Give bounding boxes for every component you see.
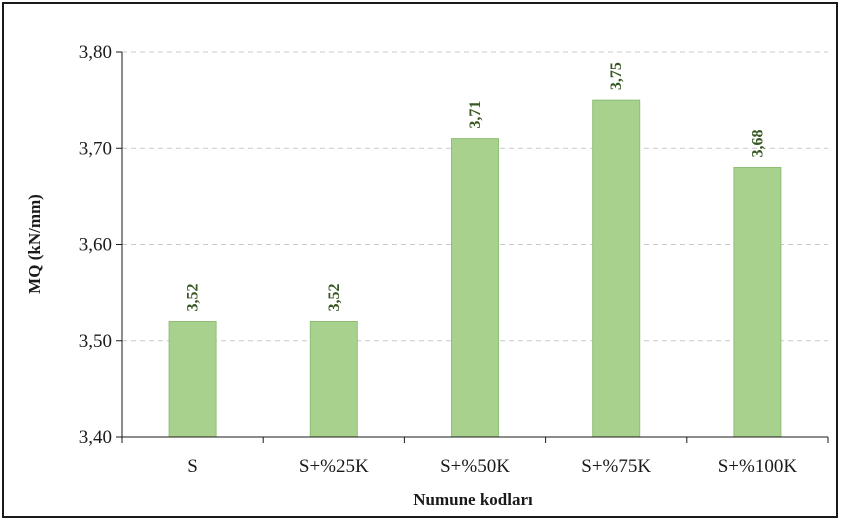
y-axis-title: MQ (kN/mm) (25, 194, 44, 294)
y-tick-label-2: 3,60 (79, 235, 112, 256)
labels: 3,40 3,50 3,60 3,70 3,80 S 3,52 S+%25K 3,52 S+%50… (79, 42, 798, 477)
x-tick-label-0: S (187, 456, 198, 477)
bar-2 (451, 138, 499, 438)
x-axis-title: Numune kodları (413, 490, 533, 509)
x-tick-label-3: S+%75K (581, 456, 651, 477)
y-tick-label-3: 3,70 (79, 138, 112, 159)
data-label-1: 3,52 (326, 284, 343, 312)
axes (116, 51, 829, 443)
x-tick-label-4: S+%100K (718, 456, 798, 477)
data-label-3: 3,75 (608, 62, 625, 90)
data-label-4: 3,68 (749, 130, 766, 158)
data-label-0: 3,52 (185, 284, 202, 312)
y-tick-label-1: 3,50 (79, 331, 112, 352)
data-label-2: 3,71 (467, 101, 484, 129)
bar-4 (733, 167, 782, 438)
y-tick-label-4: 3,80 (79, 42, 112, 63)
bar-3 (592, 99, 641, 438)
bar-1 (309, 321, 358, 438)
bar-0 (168, 321, 217, 438)
x-tick-label-2: S+%50K (440, 456, 510, 477)
x-tick-label-1: S+%25K (299, 456, 369, 477)
y-tick-label-0: 3,40 (79, 427, 112, 448)
bars (168, 99, 782, 438)
